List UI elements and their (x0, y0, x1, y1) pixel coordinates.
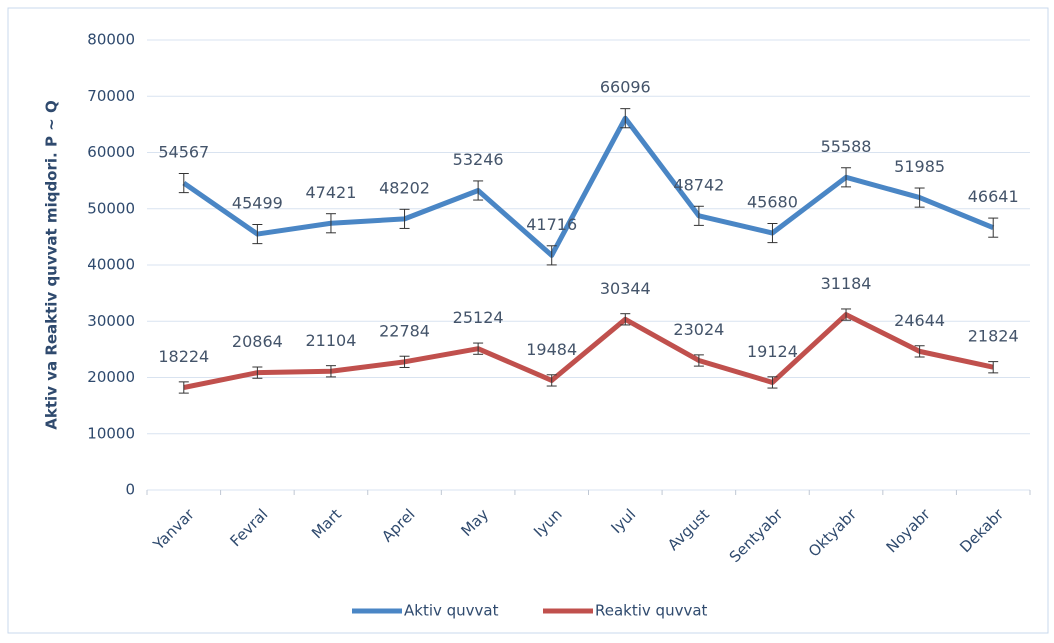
data-label: 66096 (600, 78, 651, 97)
legend-label: Aktiv quvvat (404, 602, 499, 620)
error-bar (767, 376, 778, 389)
data-label: 53246 (453, 150, 504, 169)
y-tick-label: 10000 (87, 424, 135, 442)
legend-label: Reaktiv quvvat (595, 602, 708, 620)
data-label: 21824 (968, 327, 1019, 346)
error-bar (399, 355, 410, 368)
error-bar (914, 187, 925, 208)
data-label: 51985 (894, 157, 945, 176)
data-label: 21104 (306, 331, 357, 350)
y-axis-label: Aktiv va Reaktiv quvvat miqdori. P ~ Q (43, 100, 61, 429)
error-bar (988, 217, 999, 238)
error-bar (620, 313, 631, 326)
series-line (183, 312, 994, 390)
data-label: 46641 (968, 187, 1019, 206)
error-bar (988, 361, 999, 374)
data-label: 55588 (821, 137, 872, 156)
error-bar (252, 224, 263, 245)
data-label: 54567 (158, 143, 209, 162)
error-bar (178, 172, 189, 194)
y-tick-label: 0 (125, 481, 135, 499)
error-bar (178, 381, 189, 394)
y-tick-label: 30000 (87, 312, 135, 330)
y-tick-label: 60000 (87, 143, 135, 161)
error-bar (693, 354, 704, 367)
error-bar (546, 374, 557, 387)
data-label: 48202 (379, 178, 430, 197)
data-label: 20864 (232, 332, 283, 351)
y-tick-label: 20000 (87, 368, 135, 386)
y-tick-label: 80000 (87, 31, 135, 49)
data-label: 24644 (894, 311, 945, 330)
data-label: 48742 (673, 175, 724, 194)
data-label: 31184 (821, 274, 872, 293)
error-bar (546, 245, 557, 266)
error-bar (841, 167, 852, 188)
error-bar (767, 222, 778, 244)
y-tick-label: 50000 (87, 199, 135, 217)
data-label: 25124 (453, 308, 504, 327)
error-bar (325, 213, 336, 234)
data-label: 19484 (526, 340, 577, 359)
data-label: 23024 (673, 320, 724, 339)
error-bar (473, 180, 484, 201)
error-bar (693, 205, 704, 226)
error-bar (841, 308, 852, 321)
data-label: 47421 (306, 183, 357, 202)
data-label: 18224 (158, 347, 209, 366)
y-tick-label: 40000 (87, 256, 135, 274)
error-bar (914, 345, 925, 358)
chart-border (7, 7, 1049, 634)
series-line (182, 115, 995, 258)
data-label: 19124 (747, 342, 798, 361)
data-label: 30344 (600, 279, 651, 298)
data-label: 41716 (526, 215, 577, 234)
data-label: 22784 (379, 321, 430, 340)
error-bar (252, 366, 263, 379)
data-label: 45680 (747, 193, 798, 212)
data-label: 45499 (232, 194, 283, 213)
error-bar (325, 365, 336, 378)
error-bar (473, 342, 484, 355)
error-bar (399, 208, 410, 229)
error-bar (620, 108, 631, 129)
y-tick-label: 70000 (87, 87, 135, 105)
